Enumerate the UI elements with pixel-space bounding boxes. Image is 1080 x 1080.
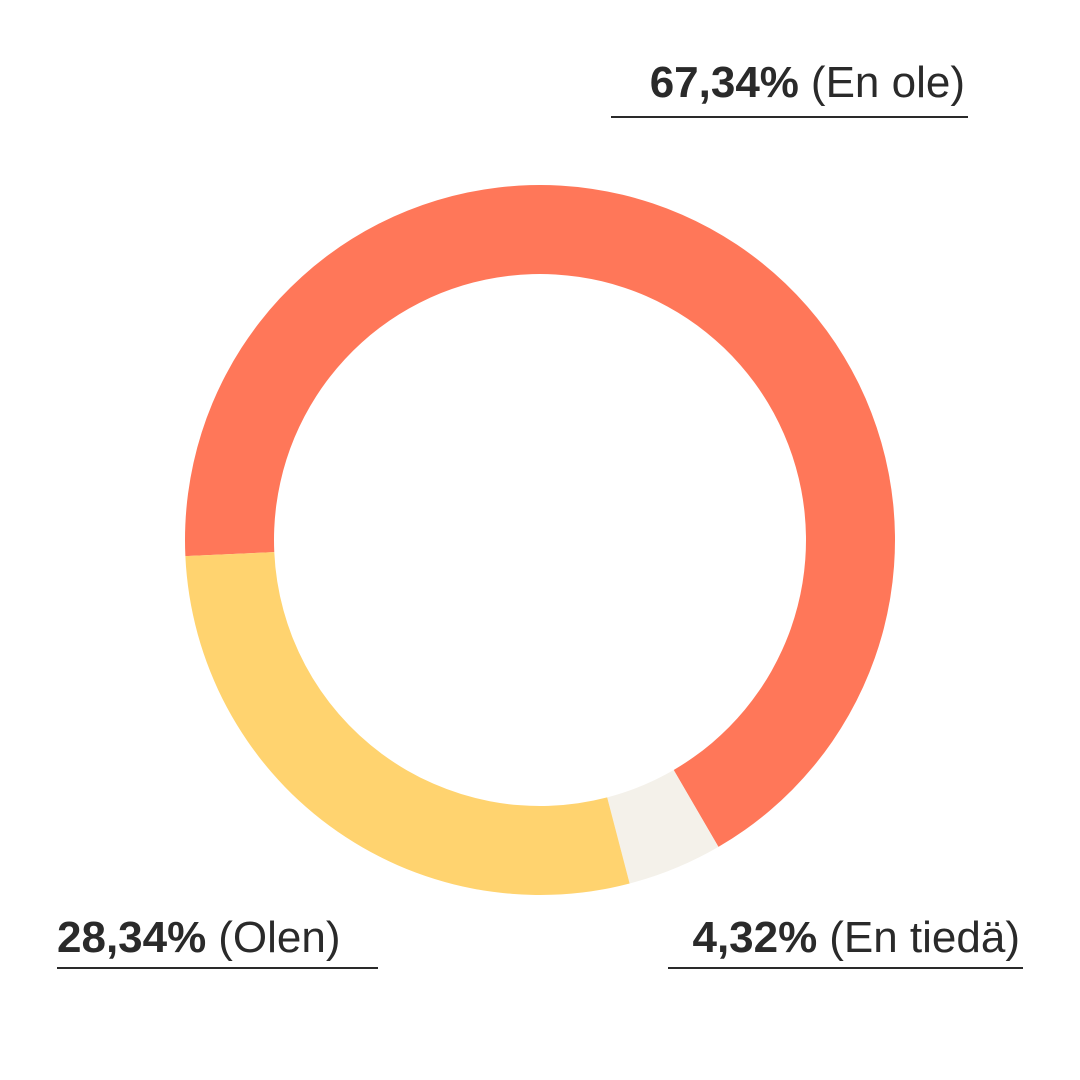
data-label: 4,32% (En tiedä) (692, 913, 1020, 962)
category-label: (En ole) (811, 58, 965, 107)
data-label: 28,34% (Olen) (57, 913, 340, 962)
category-label: (Olen) (218, 913, 340, 962)
value-label: 4,32% (692, 913, 817, 962)
donut-segment (185, 552, 630, 895)
category-label: (En tiedä) (829, 913, 1020, 962)
donut-segment (607, 769, 719, 884)
data-label: 67,34% (En ole) (650, 58, 965, 107)
value-label: 28,34% (57, 913, 206, 962)
value-label: 67,34% (650, 58, 799, 107)
